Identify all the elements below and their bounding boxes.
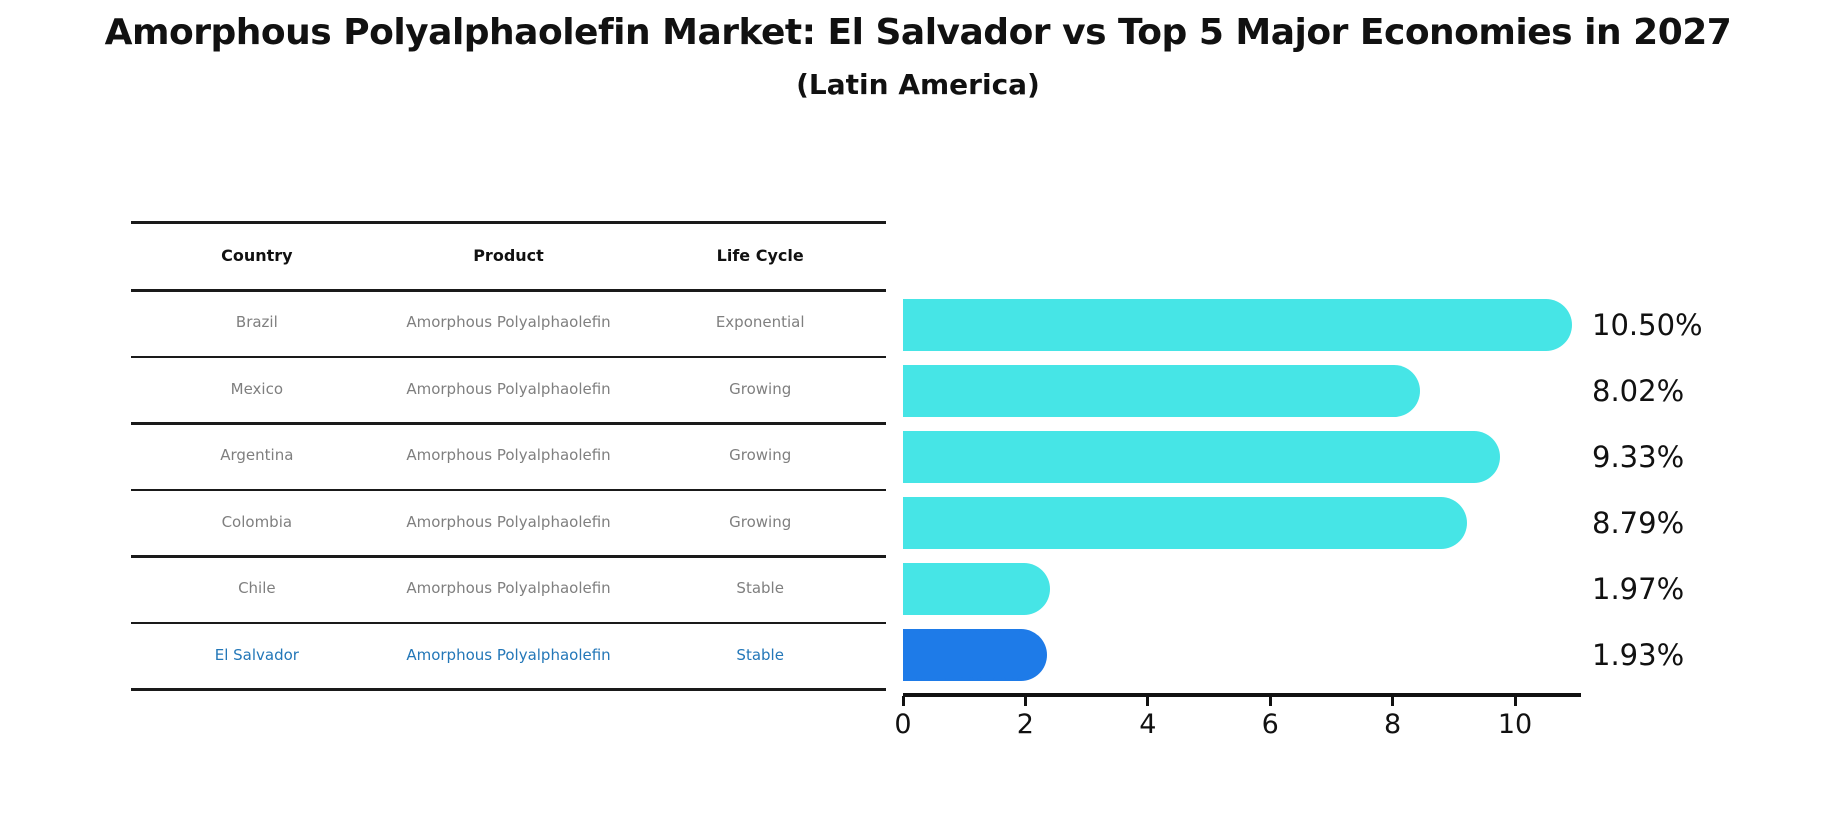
x-axis-tick-label: 2 (1016, 709, 1034, 740)
cell-country: Chile (238, 579, 276, 598)
table-rule (131, 488, 886, 492)
cell-product: Amorphous Polyalphaolefin (406, 512, 611, 531)
bar-el-salvador (903, 629, 1048, 681)
x-axis-tick (1268, 696, 1272, 706)
cell-life-cycle: Exponential (715, 313, 805, 332)
cell-product: Amorphous Polyalphaolefin (406, 579, 611, 598)
table-rule (131, 621, 886, 625)
x-axis-tick-label: 8 (1384, 709, 1402, 740)
bar-chile (903, 563, 1050, 615)
table-row-argentina: Argentina Amorphous Polyalphaolefin Grow… (131, 422, 886, 489)
table-row-colombia: Colombia Amorphous Polyalphaolefin Growi… (131, 489, 886, 556)
table-rule (131, 289, 886, 292)
bar-value-label: 1.97% (1592, 572, 1685, 606)
x-axis-tick-label: 10 (1497, 709, 1533, 740)
x-axis-tick (901, 696, 905, 706)
cell-product: Amorphous Polyalphaolefin (406, 313, 611, 332)
cell-life-cycle: Growing (729, 446, 792, 465)
cell-country: El Salvador (214, 645, 299, 664)
bar-value-label: 8.79% (1592, 506, 1685, 540)
cell-product: Amorphous Polyalphaolefin (406, 645, 611, 664)
table-rule (131, 688, 886, 691)
cell-life-cycle: Growing (729, 379, 792, 398)
page-subtitle: (Latin America) (796, 68, 1040, 101)
cell-country: Brazil (235, 313, 278, 332)
cell-life-cycle: Stable (736, 579, 784, 598)
table-rule (131, 221, 886, 224)
cell-product: Amorphous Polyalphaolefin (406, 446, 611, 465)
bar-value-label: 8.02% (1592, 374, 1685, 408)
x-axis-tick (1391, 696, 1395, 706)
x-axis-tick-label: 4 (1139, 709, 1157, 740)
bar-value-label: 10.50% (1592, 308, 1703, 342)
table-rule (131, 355, 886, 359)
x-axis-tick-label: 0 (894, 709, 912, 740)
header-cell-country: Country (221, 245, 293, 265)
x-axis-tick (1513, 696, 1517, 706)
cell-country: Colombia (221, 512, 293, 531)
bar-value-label: 9.33% (1592, 440, 1685, 474)
table-row-brazil: Brazil Amorphous Polyalphaolefin Exponen… (131, 289, 886, 356)
x-axis-tick (1023, 696, 1027, 706)
page-title: Amorphous Polyalphaolefin Market: El Sal… (104, 12, 1732, 53)
cell-life-cycle: Growing (729, 512, 792, 531)
bar-argentina (903, 431, 1500, 483)
cell-product: Amorphous Polyalphaolefin (406, 379, 611, 398)
x-axis-line (903, 693, 1581, 697)
table-row-el-salvador: El Salvador Amorphous Polyalphaolefin St… (131, 622, 886, 689)
x-axis-tick-label: 6 (1261, 709, 1279, 740)
table-row-chile: Chile Amorphous Polyalphaolefin Stable (131, 555, 886, 622)
table-rule (131, 555, 886, 558)
cell-country: Argentina (220, 446, 294, 465)
table-rule (131, 422, 886, 425)
bar-mexico (903, 365, 1420, 417)
bar-value-label: 1.93% (1592, 638, 1685, 672)
data-table: Country Product Life Cycle Brazil Amorph… (131, 221, 886, 691)
header-cell-life-cycle: Life Cycle (716, 245, 804, 265)
cell-country: Mexico (230, 379, 284, 398)
bar-brazil (903, 299, 1572, 351)
cell-life-cycle: Stable (736, 645, 784, 664)
table-header-row: Country Product Life Cycle (131, 221, 886, 289)
table-row-mexico: Mexico Amorphous Polyalphaolefin Growing (131, 356, 886, 423)
x-axis-tick (1146, 696, 1150, 706)
header-cell-product: Product (473, 245, 544, 265)
bar-colombia (903, 497, 1467, 549)
